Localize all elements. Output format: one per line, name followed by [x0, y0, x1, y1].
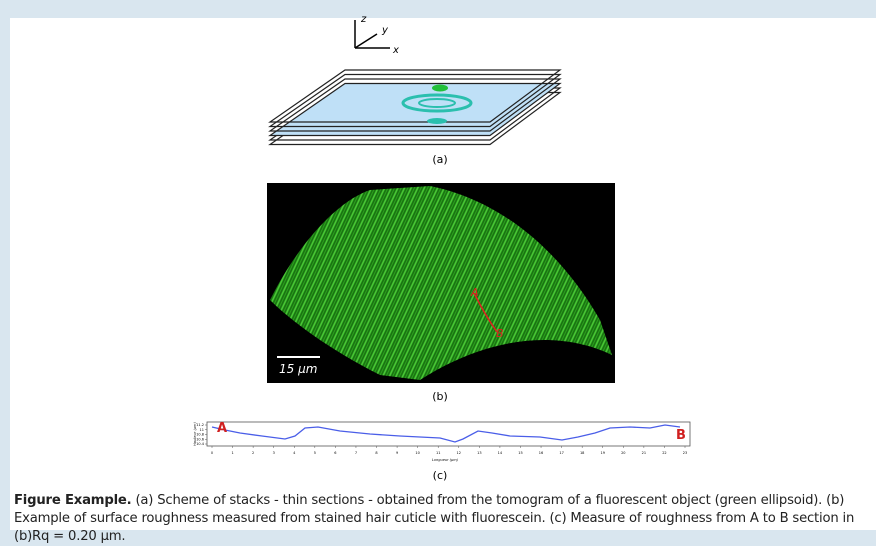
- x-tick-label: 14: [498, 451, 503, 455]
- x-tick-label: 0: [211, 451, 213, 455]
- ellipsoid-top: [432, 85, 448, 92]
- x-tick-label: 16: [539, 451, 543, 455]
- caption-label: Figure Example.: [14, 493, 131, 508]
- figure: z y x (a) A B 15 µm (b) A B Longueur (µm…: [0, 0, 876, 490]
- ellipsoid-bottom: [427, 118, 447, 124]
- x-tick-label: 2: [252, 451, 254, 455]
- x-tick-label: 17: [559, 451, 563, 455]
- point-label: A: [217, 421, 227, 436]
- point-label: B: [496, 327, 504, 340]
- point-label: A: [470, 286, 479, 299]
- panel-label: (b): [432, 390, 448, 403]
- point-label: B: [676, 428, 686, 443]
- x-tick-label: 15: [518, 451, 522, 455]
- x-tick-label: 20: [621, 451, 625, 455]
- caption: Figure Example. (a) Scheme of stacks - t…: [14, 492, 876, 546]
- panel-label: (c): [433, 469, 448, 482]
- x-tick-label: 8: [375, 451, 377, 455]
- caption-text: (a) Scheme of stacks - thin sections - o…: [14, 493, 854, 544]
- y-tick-label: 11: [200, 428, 204, 432]
- x-tick-label: 6: [334, 451, 336, 455]
- x-tick-label: 1: [231, 451, 233, 455]
- x-tick-label: 7: [355, 451, 357, 455]
- x-tick-label: 11: [436, 451, 440, 455]
- axis-label: z: [360, 14, 367, 25]
- x-tick-label: 13: [477, 451, 481, 455]
- x-tick-label: 23: [683, 451, 687, 455]
- profile-frame: [207, 422, 690, 446]
- x-tick-label: 10: [415, 451, 419, 455]
- panel-label: (a): [432, 153, 447, 166]
- axis-label: x: [392, 45, 399, 56]
- x-tick-label: 12: [457, 451, 461, 455]
- page: z y x (a) A B 15 µm (b) A B Longueur (µm…: [0, 0, 876, 530]
- x-tick-label: 21: [642, 451, 646, 455]
- y-tick-label: 11.2: [196, 423, 204, 427]
- x-tick-label: 9: [396, 451, 398, 455]
- x-tick-label: 3: [273, 451, 275, 455]
- x-tick-label: 22: [662, 451, 666, 455]
- axis-label: y: [381, 25, 389, 36]
- x-axis-title: Longueur (µm): [432, 458, 459, 462]
- section-stack: [270, 70, 560, 145]
- scale-label: 15 µm: [279, 362, 317, 376]
- x-tick-label: 4: [293, 451, 296, 455]
- x-tick-label: 5: [314, 451, 316, 455]
- y-tick-label: 10.6: [196, 437, 204, 441]
- y-tick-label: 10.8: [196, 433, 204, 437]
- y-tick-label: 10.4: [196, 442, 205, 446]
- x-tick-label: 18: [580, 451, 584, 455]
- x-tick-label: 19: [601, 451, 605, 455]
